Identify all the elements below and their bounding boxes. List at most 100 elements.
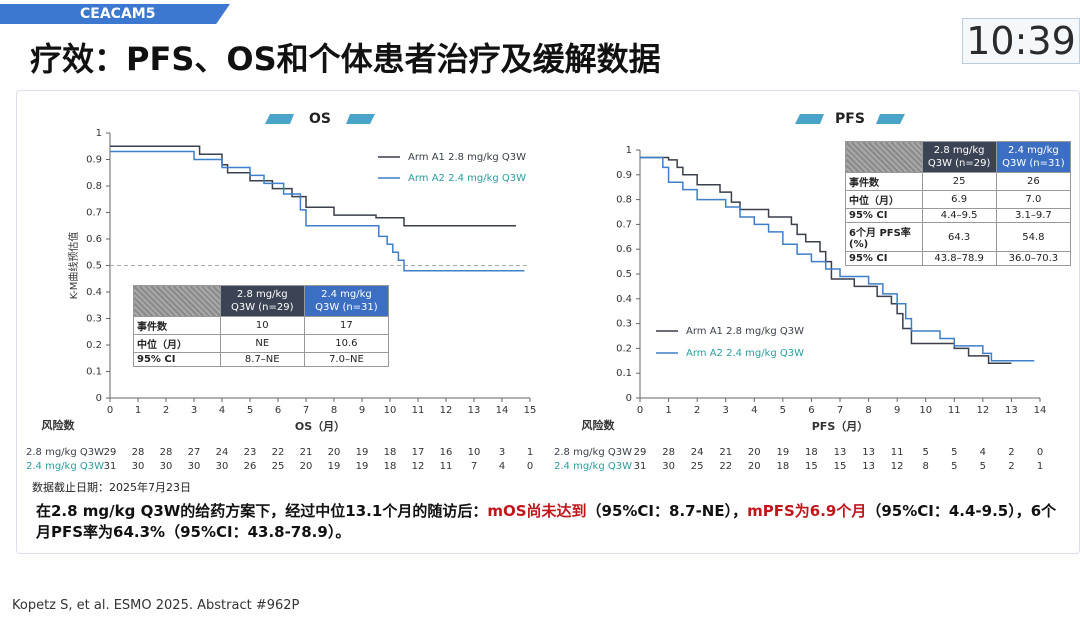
chart-title: PFS bbox=[835, 111, 865, 127]
row-label: 95% CI bbox=[845, 251, 923, 266]
risk-count: 12 bbox=[412, 461, 425, 472]
conclusion-segment: mPFS为6.9个月 bbox=[747, 502, 867, 520]
x-tick-label: 0 bbox=[637, 405, 643, 416]
legend-label: Arm A2 2.4 mg/kg Q3W bbox=[408, 173, 526, 184]
risk-count: 30 bbox=[188, 461, 201, 472]
risk-count: 10 bbox=[468, 447, 481, 458]
slide-title: 疗效：PFS、OS和个体患者治疗及缓解数据 bbox=[30, 40, 661, 78]
x-tick-label: 0 bbox=[107, 405, 113, 416]
clock: 10:39 bbox=[962, 18, 1080, 64]
risk-title: 风险数 bbox=[582, 418, 616, 432]
risk-title: 风险数 bbox=[42, 418, 76, 432]
risk-count: 25 bbox=[691, 461, 704, 472]
x-tick-label: 8 bbox=[331, 405, 337, 416]
km-curve bbox=[640, 156, 1035, 362]
y-tick-label: 0.4 bbox=[616, 294, 632, 305]
footnote: Kopetz S, et al. ESMO 2025. Abstract #96… bbox=[12, 598, 300, 613]
risk-count: 2 bbox=[1008, 461, 1014, 472]
row-label: 95% CI bbox=[133, 352, 221, 367]
x-tick-label: 13 bbox=[468, 405, 481, 416]
table-header-cell: 2.4 mg/kg Q3W (n=31) bbox=[303, 285, 390, 317]
risk-count: 0 bbox=[1037, 447, 1043, 458]
y-tick-label: 0.7 bbox=[86, 208, 102, 219]
km-curve bbox=[110, 150, 525, 272]
y-tick-label: 0.1 bbox=[86, 367, 102, 378]
risk-label: 2.4 mg/kg Q3W bbox=[554, 461, 632, 472]
risk-count: 17 bbox=[412, 447, 425, 458]
table-row: 95% CI 8.7–NE 7.0–NE bbox=[133, 352, 390, 367]
risk-count: 20 bbox=[748, 447, 761, 458]
y-tick-label: 0.4 bbox=[86, 287, 102, 298]
table-cell: 3.1–9.7 bbox=[995, 208, 1072, 223]
table-header-blank bbox=[133, 285, 221, 317]
x-tick-label: 10 bbox=[919, 405, 932, 416]
x-tick-label: 6 bbox=[808, 405, 814, 416]
risk-count: 4 bbox=[980, 447, 986, 458]
table-cell: 17 bbox=[303, 316, 390, 335]
y-tick-label: 0.8 bbox=[86, 181, 102, 192]
table-row: 95% CI 43.8–78.9 36.0–70.3 bbox=[845, 251, 1072, 266]
y-tick-label: 0.3 bbox=[616, 319, 632, 330]
table-row: 95% CI 4.4–9.5 3.1–9.7 bbox=[845, 208, 1072, 223]
x-tick-label: 2 bbox=[163, 405, 169, 416]
risk-count: 15 bbox=[834, 461, 847, 472]
conclusion-segment: （95%CI：4.4-9.5），6个月PFS率为64.3%（95%CI：43.8… bbox=[36, 502, 1057, 541]
row-label: 95% CI bbox=[845, 208, 923, 223]
row-label: 事件数 bbox=[845, 172, 923, 191]
tag: CEACAM5 bbox=[80, 6, 156, 22]
table-header-blank bbox=[845, 141, 923, 173]
table-cell: 36.0–70.3 bbox=[995, 251, 1072, 266]
y-tick-label: 0.5 bbox=[616, 269, 632, 280]
x-tick-label: 7 bbox=[303, 405, 309, 416]
table-cell: 7.0–NE bbox=[303, 352, 390, 367]
risk-count: 30 bbox=[132, 461, 145, 472]
risk-count: 18 bbox=[384, 447, 397, 458]
title-deco bbox=[265, 114, 294, 124]
x-tick-label: 1 bbox=[665, 405, 671, 416]
x-tick-label: 1 bbox=[135, 405, 141, 416]
y-tick-label: 0.9 bbox=[86, 155, 102, 166]
stats-table: 2.8 mg/kg Q3W (n=29) 2.4 mg/kg Q3W (n=31) 事件… bbox=[133, 285, 390, 367]
risk-count: 21 bbox=[300, 447, 313, 458]
x-tick-label: 7 bbox=[837, 405, 843, 416]
risk-count: 29 bbox=[104, 447, 117, 458]
km-curve bbox=[110, 145, 516, 227]
header-line: 2.4 mg/kg bbox=[321, 289, 372, 300]
cutoff-note: 数据截止日期：2025年7月23日 bbox=[32, 481, 191, 494]
risk-label: 2.8 mg/kg Q3W bbox=[26, 447, 104, 458]
risk-count: 30 bbox=[216, 461, 229, 472]
y-tick-label: 0.3 bbox=[86, 314, 102, 325]
risk-count: 24 bbox=[691, 447, 704, 458]
risk-count: 7 bbox=[471, 461, 477, 472]
y-tick-label: 0.6 bbox=[616, 244, 632, 255]
x-tick-label: 4 bbox=[751, 405, 757, 416]
title-deco bbox=[346, 114, 375, 124]
conclusion-segment: mOS尚未达到 bbox=[487, 502, 587, 520]
risk-count: 31 bbox=[634, 461, 647, 472]
title-deco bbox=[795, 114, 824, 124]
y-tick-label: 0.2 bbox=[86, 340, 102, 351]
table-header-cell: 2.4 mg/kg Q3W (n=31) bbox=[995, 141, 1072, 173]
risk-count: 18 bbox=[805, 447, 818, 458]
x-tick-label: 3 bbox=[191, 405, 197, 416]
table-header-cell: 2.8 mg/kg Q3W (n=29) bbox=[921, 141, 997, 173]
x-axis-label: OS（月） bbox=[295, 420, 345, 433]
x-tick-label: 11 bbox=[948, 405, 961, 416]
y-axis-label: K-M曲线预估值 bbox=[67, 232, 80, 300]
risk-count: 26 bbox=[244, 461, 257, 472]
x-tick-label: 5 bbox=[247, 405, 253, 416]
x-tick-label: 14 bbox=[1034, 405, 1047, 416]
x-tick-label: 11 bbox=[412, 405, 425, 416]
x-tick-label: 8 bbox=[865, 405, 871, 416]
risk-label: 2.8 mg/kg Q3W bbox=[554, 447, 632, 458]
risk-count: 13 bbox=[862, 447, 875, 458]
conclusion: 在2.8 mg/kg Q3W的给药方案下，经过中位13.1个月的随访后：mOS尚… bbox=[36, 501, 1066, 543]
table-row: 中位（月） NE 10.6 bbox=[133, 334, 390, 353]
risk-count: 5 bbox=[980, 461, 986, 472]
y-tick-label: 1 bbox=[626, 145, 632, 156]
risk-count: 12 bbox=[891, 461, 904, 472]
risk-count: 19 bbox=[328, 461, 341, 472]
table-cell: 25 bbox=[921, 172, 997, 191]
x-tick-label: 13 bbox=[1005, 405, 1018, 416]
table-cell: 6.9 bbox=[921, 190, 997, 209]
